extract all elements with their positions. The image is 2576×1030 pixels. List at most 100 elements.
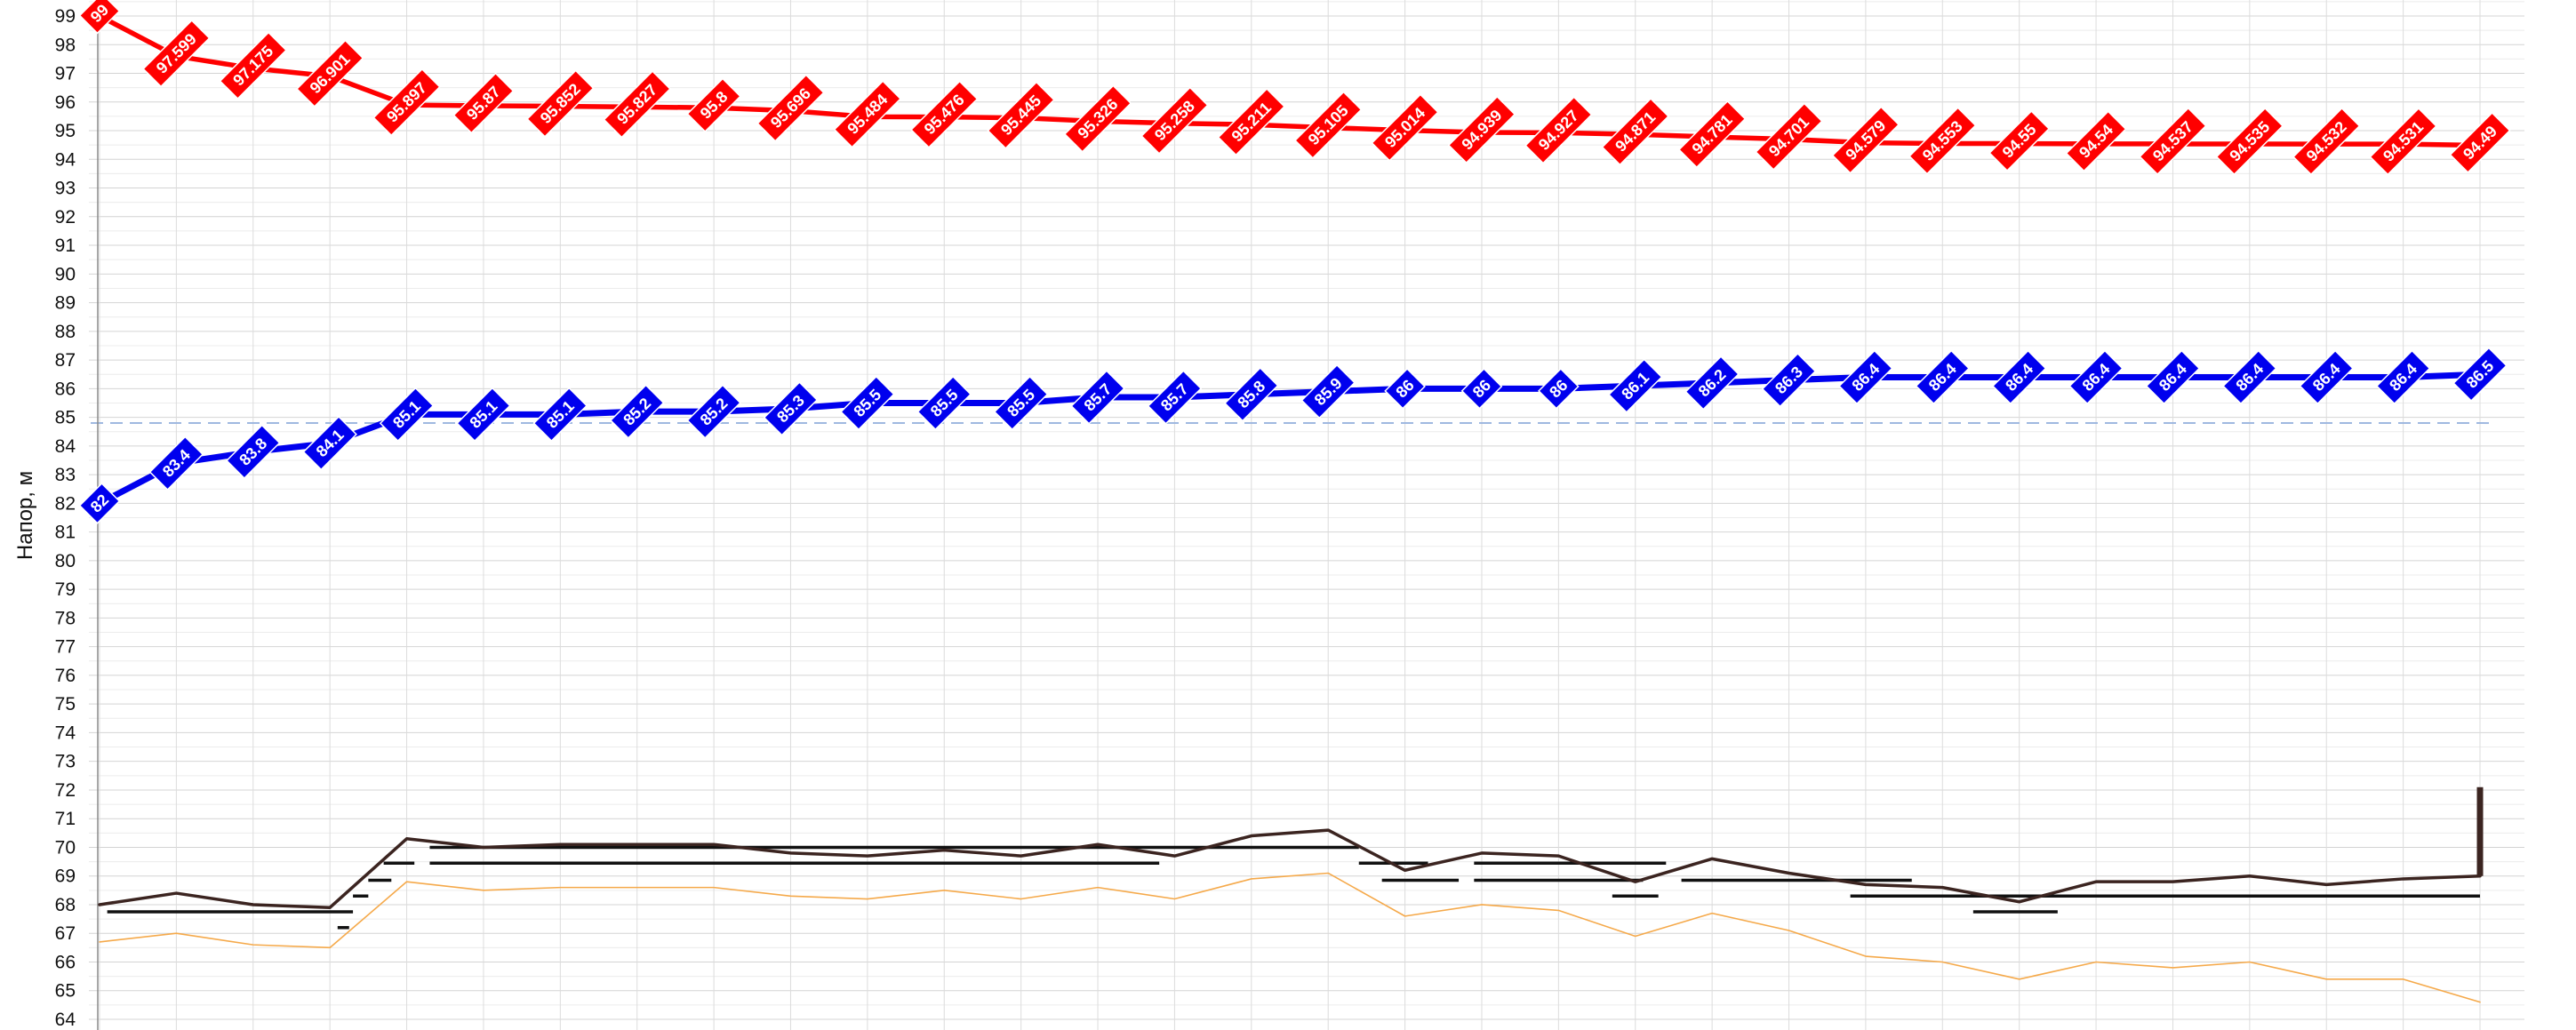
data-label: 95.211 (1217, 88, 1285, 156)
data-label-box (226, 424, 281, 480)
y-tick-label: 69 (55, 866, 76, 887)
data-label: 83.8 (226, 424, 281, 480)
data-label-box (2065, 110, 2127, 172)
grid (89, 0, 2524, 1030)
data-label-box (1677, 100, 1747, 169)
data-label-box (532, 387, 588, 443)
y-tick-label: 80 (55, 551, 76, 571)
data-label-box (1755, 102, 1823, 171)
data-label: 96.901 (295, 39, 364, 108)
y-tick-label: 64 (55, 1010, 76, 1030)
y-tick-label: 71 (55, 809, 76, 829)
data-label-box (1371, 93, 1439, 162)
data-label-box (78, 483, 121, 524)
data-label-box (295, 39, 364, 108)
data-label-box (148, 435, 204, 491)
data-label: 95.258 (1140, 86, 1209, 155)
data-label-box (1294, 91, 1363, 159)
y-tick-label: 90 (55, 264, 76, 284)
data-label-box (2449, 112, 2511, 173)
data-label-box (910, 80, 979, 148)
data-label-box (1224, 367, 1279, 422)
data-label-box (1538, 368, 1580, 410)
data-label-box (219, 31, 287, 100)
data-label-box (2145, 349, 2201, 405)
data-label: 83.4 (148, 435, 204, 491)
y-tick-label: 65 (55, 981, 76, 1002)
y-tick-label: 92 (55, 207, 76, 228)
y-tick-label: 79 (55, 579, 76, 600)
y-tick-label: 96 (55, 92, 76, 113)
y-tick-label: 99 (55, 6, 76, 27)
data-label: 86.4 (1991, 349, 2047, 405)
y-tick-label: 89 (55, 293, 76, 314)
data-label: 95.445 (987, 81, 1055, 149)
data-label-box (1761, 352, 1817, 408)
data-label-box (1300, 363, 1356, 419)
data-label: 94.579 (1831, 106, 1900, 174)
data-label-box (456, 387, 511, 443)
series-line-brown (98, 828, 2482, 909)
data-label-box (1831, 106, 1900, 174)
y-tick-label: 67 (55, 923, 76, 944)
data-label: 82 (78, 483, 121, 524)
data-label-box (993, 375, 1049, 431)
data-label-box (302, 415, 357, 471)
data-label-box (609, 384, 665, 439)
y-tick-label: 78 (55, 608, 76, 628)
y-tick-label: 82 (55, 493, 76, 514)
data-label-box (1070, 370, 1125, 425)
data-label-box (78, 0, 121, 35)
y-tick-label: 97 (55, 64, 76, 84)
data-label-box (1838, 349, 1893, 405)
data-label-box (1908, 107, 1977, 175)
data-label-box (1460, 368, 1503, 410)
data-label-box (2375, 349, 2431, 405)
data-label-box (2068, 349, 2124, 405)
data-label-box (1684, 355, 1740, 411)
data-label-box (686, 77, 741, 132)
data-label-box (1147, 370, 1203, 425)
data-label-box (987, 81, 1055, 149)
y-tick-label: 87 (55, 350, 76, 371)
data-label-box (840, 375, 895, 431)
data-label-box (1991, 349, 2047, 405)
data-label-box (452, 72, 515, 134)
y-axis-ticks: 64 65 66 67 68 69 70 71 72 73 74 75 76 77 78 79 80 81 82 83… (55, 6, 76, 1030)
data-label-box (756, 74, 825, 142)
series-line-orange (99, 872, 2481, 1003)
y-tick-label: 84 (55, 436, 76, 457)
data-label-box (1607, 358, 1663, 413)
data-label: 86.1 (1607, 358, 1663, 413)
data-label-box (1140, 86, 1209, 155)
y-tick-label: 68 (55, 895, 76, 915)
data-label: 99 (78, 0, 121, 35)
y-tick-label: 72 (55, 780, 76, 801)
data-label-box (372, 68, 441, 137)
y-tick-label: 70 (55, 837, 76, 858)
data-label-box (686, 384, 741, 439)
data-label-box (1915, 349, 1971, 405)
y-tick-label: 77 (55, 637, 76, 658)
y-axis-label: Напор, м (13, 471, 37, 560)
data-label-box (916, 375, 972, 431)
y-tick-label: 94 (55, 149, 76, 170)
y-tick-label: 93 (55, 179, 76, 199)
data-label-box (1447, 95, 1516, 164)
y-tick-label: 98 (55, 35, 76, 55)
data-label-box (1217, 88, 1285, 156)
segments-group (107, 845, 2480, 930)
data-label-box (1384, 368, 1426, 410)
y-tick-label: 66 (55, 952, 76, 972)
y-tick-label: 95 (55, 121, 76, 141)
data-label-box (2215, 107, 2284, 176)
data-label: 86 (1460, 368, 1503, 410)
data-label-box (379, 387, 435, 443)
y-tick-label: 81 (55, 523, 76, 543)
y-tick-label: 85 (55, 408, 76, 428)
data-label: 86 (1384, 368, 1426, 410)
data-label-box (2299, 349, 2354, 405)
